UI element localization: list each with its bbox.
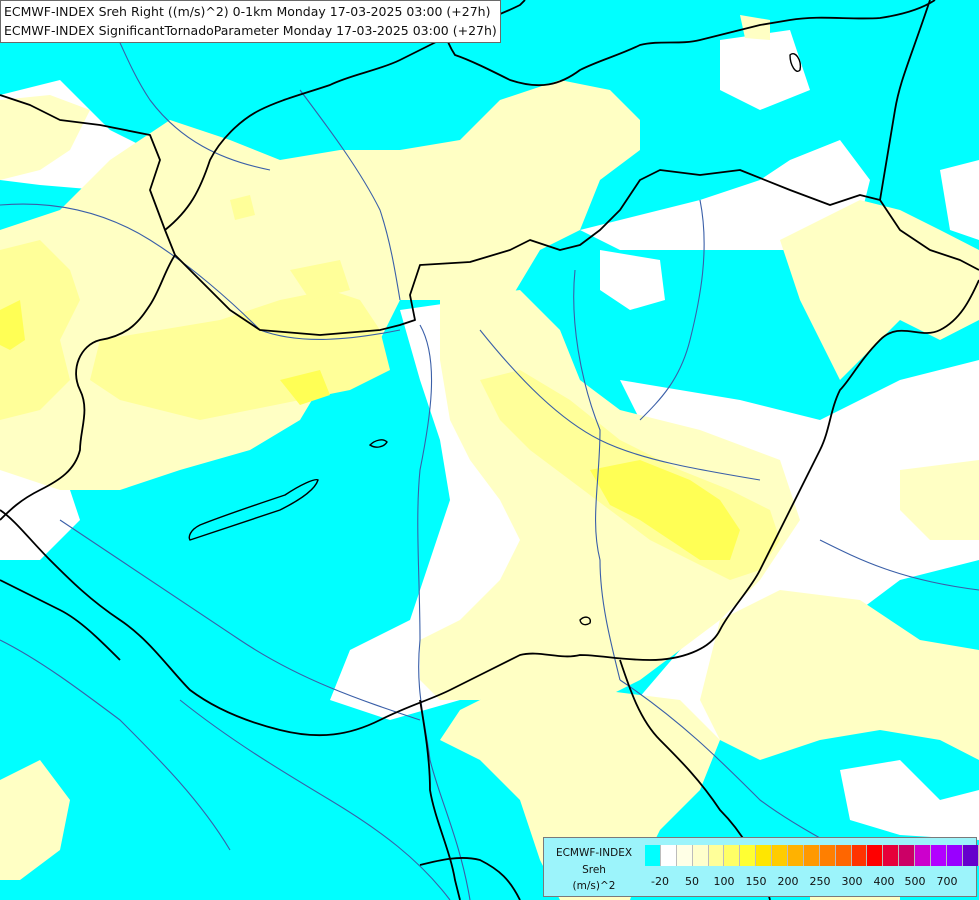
map-title-line-1: ECMWF-INDEX Sreh Right ((m/s)^2) 0-1km M… (4, 4, 491, 19)
legend-swatch (803, 845, 820, 866)
legend-swatch (867, 845, 884, 866)
legend-swatch (708, 845, 725, 866)
legend-swatch (946, 845, 963, 866)
legend-swatch (660, 845, 677, 866)
legend-tick: 400 (873, 875, 895, 888)
map-title-box: ECMWF-INDEX Sreh Right ((m/s)^2) 0-1km M… (0, 0, 501, 43)
band-strong (0, 300, 740, 560)
legend-unit: (m/s)^2 (572, 880, 616, 892)
legend-parameter: Sreh (582, 864, 606, 876)
legend-tick: 700 (936, 875, 958, 888)
legend-swatch (724, 845, 741, 866)
legend-swatch (931, 845, 947, 866)
legend-tick: 500 (904, 875, 926, 888)
legend-swatch (883, 845, 900, 866)
legend-swatch (692, 845, 709, 866)
legend-swatch (819, 845, 836, 866)
legend-swatch (851, 845, 868, 866)
band-white (0, 30, 979, 840)
legend-swatch (676, 845, 693, 866)
map-title-line-2: ECMWF-INDEX SignificantTornadoParameter … (4, 23, 497, 38)
legend-swatch (835, 845, 852, 866)
legend-swatch (645, 845, 661, 866)
color-legend: ECMWF-INDEX Sreh (m/s)^2 -20 50 100 150 200 2… (543, 837, 979, 897)
legend-tick: 200 (777, 875, 799, 888)
legend-tick: -20 (651, 875, 669, 888)
legend-tick: 100 (713, 875, 735, 888)
legend-tick: 300 (841, 875, 863, 888)
lakes (188, 53, 802, 626)
legend-tick: 250 (809, 875, 831, 888)
legend-color-scale (645, 845, 979, 866)
legend-source: ECMWF-INDEX (555, 847, 633, 859)
legend-swatch (915, 845, 932, 866)
legend-swatch (899, 845, 916, 866)
legend-tick: 150 (745, 875, 767, 888)
legend-swatch (788, 845, 804, 866)
legend-swatch (756, 845, 773, 866)
legend-swatch (740, 845, 757, 866)
legend-tick: 50 (685, 875, 699, 888)
legend-tick-labels: -20 50 100 150 200 250 300 400 500 700 (645, 875, 975, 891)
legend-swatch (772, 845, 789, 866)
legend-swatch (962, 845, 979, 866)
